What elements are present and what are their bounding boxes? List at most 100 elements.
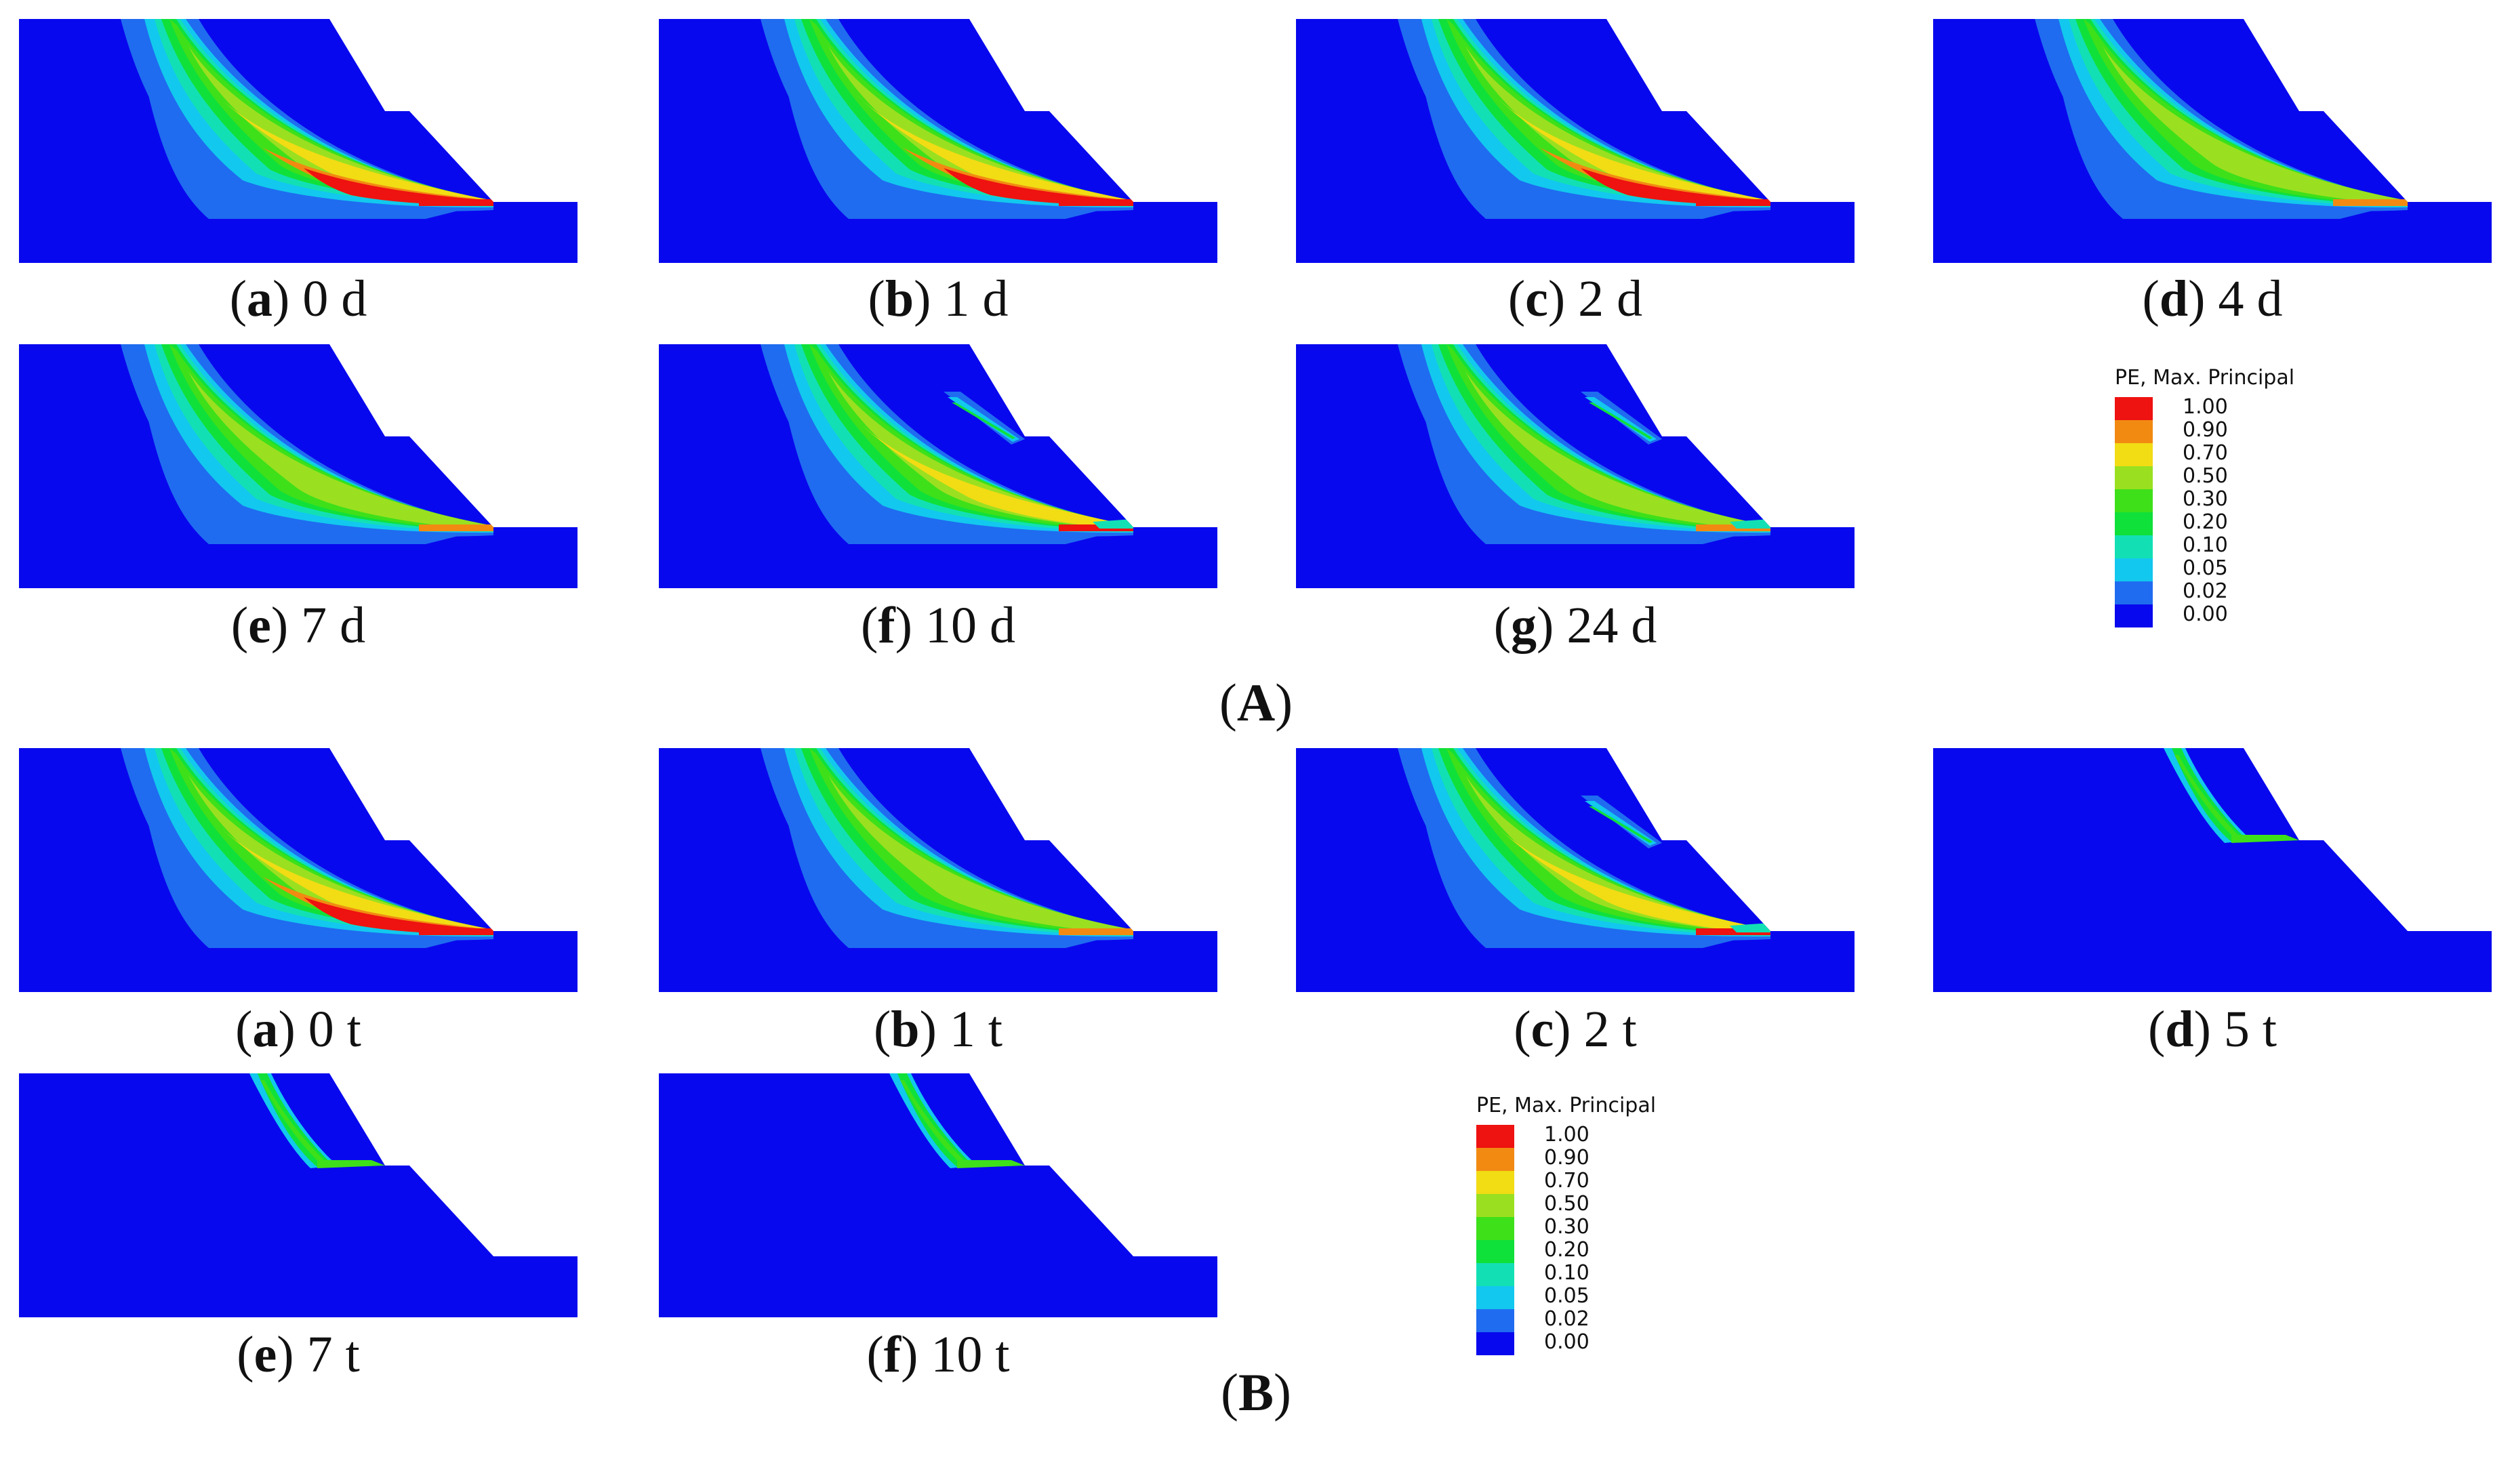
caption-value: 10 t [931,1326,1010,1383]
legend-swatch [1476,1286,1514,1309]
legend-row: 0.02 [1476,1307,1747,1332]
caption-value: 5 t [2223,1001,2277,1058]
caption-letter: d [2159,270,2189,327]
caption-letter: a [247,270,272,327]
panel-B-c [1296,748,1855,992]
crack-band-020 [1589,403,1653,439]
panel-B-d [1933,748,2492,992]
caption-A-d: (d) 4 d [2142,270,2283,327]
legend-swatch [2115,581,2153,604]
legend-value: 0.00 [2183,602,2228,626]
strain-toe [419,199,493,206]
legend-row: 0.02 [2115,579,2386,604]
legend-row: 0.70 [1476,1169,1747,1194]
slope-contour-plot [1296,344,1855,588]
caption-value: 7 d [301,597,366,654]
berm-band-030 [957,1160,1025,1168]
legend-value: 0.90 [2183,418,2228,442]
panel-A-d [1933,19,2492,263]
group-label-A: (A) [1120,672,1392,733]
legend-value: 0.50 [2183,464,2228,488]
legend-value: 0.70 [1544,1169,1589,1193]
legend-row: 0.50 [2115,464,2386,489]
upper-band-020 [2172,748,2246,842]
legend-row: 0.10 [2115,534,2386,558]
legend-value: 0.90 [1544,1146,1589,1170]
legend-value: 0.02 [2183,579,2228,603]
upper-band-030 [260,1080,325,1164]
legend-swatch [2115,512,2153,535]
legend-row: 0.30 [2115,487,2386,512]
legend-value: 0.20 [1544,1238,1589,1262]
caption-letter: e [248,597,271,654]
panel-A-g [1296,344,1855,588]
legend-value: 0.20 [2183,510,2228,534]
upper-band-020 [258,1073,332,1167]
legend-swatch [2115,604,2153,627]
strain-band-005 [784,748,1133,937]
panel-A-f [659,344,1217,588]
caption-B-e: (e) 7 t [237,1326,360,1383]
panel-B-b [659,748,1217,992]
strain-band-050 [188,371,493,530]
legend-swatch [2115,443,2153,466]
legend-swatch [1476,1194,1514,1217]
legend-swatch [2115,397,2153,420]
strain-toe [419,524,493,531]
strain-band-005 [784,19,1133,208]
slope-domain [659,1073,1217,1317]
group-label-prefix: ( [1219,673,1237,732]
caption-value: 4 d [2218,270,2283,327]
legend-swatch [1476,1309,1514,1332]
strain-band-050 [2103,46,2408,205]
panel-B-a [19,748,578,992]
slope-contour-plot [659,19,1217,263]
caption-letter: d [2165,1001,2194,1058]
caption-value: 24 d [1566,597,1657,654]
toe-tip [1730,519,1770,529]
slope-contour-plot [659,344,1217,588]
slope-domain [19,1073,578,1317]
panel-B-e [19,1073,578,1317]
crack-band-020 [1589,806,1653,843]
upper-band-030 [900,1080,965,1164]
strain-band-005 [144,19,493,208]
berm-band-030 [317,1160,385,1168]
legend-swatch [1476,1125,1514,1148]
legend-row: 0.50 [1476,1193,1747,1217]
legend-value: 0.30 [2183,487,2228,511]
legend-B: PE, Max. Principal 1.00 0.90 0.70 0.50 0… [1476,1094,1802,1365]
legend-swatch [1476,1148,1514,1171]
strain-band-050 [1465,371,1770,530]
legend-swatch [1476,1171,1514,1194]
strain-toe [2333,199,2408,206]
strain-band-005 [1421,19,1770,208]
toe-tip [1093,519,1133,529]
slope-contour-plot [19,748,578,992]
legend-value: 0.00 [1544,1330,1589,1354]
legend-swatch [2115,558,2153,581]
legend-value: 0.05 [2183,556,2228,580]
legend-row: 0.05 [1476,1285,1747,1309]
caption-A-b: (b) 1 d [868,270,1009,327]
slope-contour-plot [1933,19,2492,263]
legend-row: 1.00 [2115,396,2386,420]
panel-A-b [659,19,1217,263]
legend-title: PE, Max. Principal [2115,366,2295,390]
legend-swatch [1476,1217,1514,1240]
legend-value: 0.02 [1544,1307,1589,1331]
caption-letter: f [878,597,895,654]
legend-row: 0.20 [2115,510,2386,535]
caption-A-c: (c) 2 d [1507,270,1643,327]
caption-A-e: (e) 7 d [230,597,366,654]
legend-value: 0.70 [2183,441,2228,465]
crack-band-020 [952,403,1015,439]
strain-band-005 [784,344,1133,533]
legend-value: 0.30 [1544,1215,1589,1239]
panel-B-f [659,1073,1217,1317]
group-label-prefix: ( [1221,1363,1238,1422]
caption-B-c: (c) 2 t [1514,1001,1637,1058]
legend-row: 0.05 [2115,556,2386,581]
legend-row: 0.90 [2115,418,2386,443]
group-label-B: (B) [1120,1362,1392,1423]
